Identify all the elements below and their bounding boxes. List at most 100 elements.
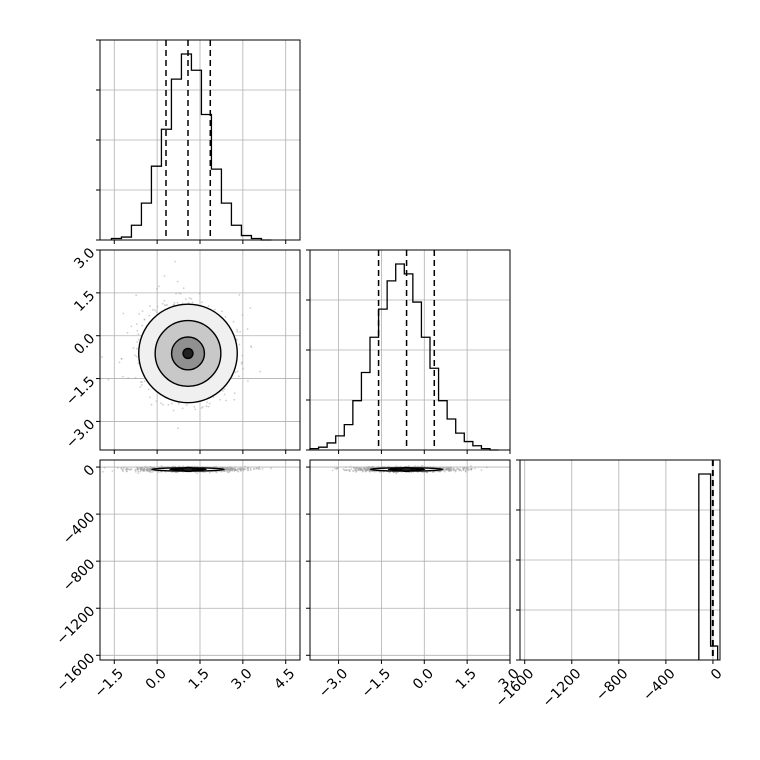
scatter-point [135, 355, 138, 358]
scatter-point [250, 345, 252, 348]
scatter-point [474, 467, 476, 470]
scatter-point [240, 362, 243, 365]
scatter-point [182, 465, 184, 467]
scatter-point [160, 402, 163, 404]
scatter-point [120, 467, 123, 469]
histogram-p3-panel [516, 459, 721, 664]
scatter-point [134, 468, 137, 471]
scatter-point [241, 361, 243, 364]
scatter-point [241, 314, 244, 316]
scatter-point [201, 301, 203, 304]
scatter-point [196, 472, 199, 475]
scatter-point [194, 408, 197, 411]
scatter-point [452, 469, 455, 472]
scatter-point [333, 467, 336, 470]
scatter-point [464, 470, 467, 472]
scatter-point [139, 386, 142, 388]
scatter-point [242, 367, 245, 370]
scatter-point [356, 466, 359, 469]
scatter-point [354, 469, 356, 471]
scatter-point [161, 302, 164, 305]
scatter-point [184, 298, 187, 300]
scatter-point [182, 287, 185, 290]
scatter-point [137, 362, 140, 365]
scatter-point [234, 371, 237, 374]
scatter-point [203, 471, 206, 473]
scatter-p2-p3-panel [306, 459, 511, 664]
scatter-point [139, 468, 142, 471]
x-tick-labels-p3: −1600 −1200 −800 −400 0 [493, 666, 726, 711]
histogram-step-line [698, 473, 719, 660]
scatter-point [101, 356, 103, 358]
scatter-point [448, 468, 451, 471]
scatter-point [207, 305, 210, 307]
scatter-point [452, 467, 455, 470]
scatter-p1-p3-panel [96, 459, 301, 664]
scatter-point [153, 466, 156, 469]
scatter-point [219, 398, 222, 401]
histogram-p1-panel [96, 39, 301, 244]
scatter-point [395, 471, 398, 474]
y-tick-label: 0.0 [71, 331, 98, 358]
scatter-point [221, 310, 223, 313]
scatter-point [238, 294, 241, 296]
scatter-point [190, 297, 193, 300]
scatter-point [353, 467, 355, 470]
scatter-point [141, 467, 144, 470]
scatter-point [368, 467, 371, 470]
x-tick-label: −400 [640, 666, 679, 705]
scatter-point [212, 396, 215, 399]
scatter-point [236, 328, 238, 331]
scatter-point [163, 275, 166, 277]
scatter-point [352, 470, 354, 472]
scatter-point [206, 401, 209, 404]
scatter-point [233, 392, 236, 395]
scatter-point [462, 469, 465, 471]
y-tick-label: −400 [60, 509, 99, 548]
scatter-point [137, 472, 140, 475]
x-tick-label: 0.0 [143, 666, 170, 693]
scatter-point [122, 312, 125, 315]
y-tick-label: −1200 [54, 603, 99, 648]
scatter-point [143, 380, 146, 382]
scatter-point [162, 403, 165, 406]
scatter-point [132, 347, 135, 349]
scatter-point [463, 467, 466, 469]
y-tick-label: −3.0 [63, 416, 98, 451]
scatter-point [408, 465, 410, 467]
histogram-p2-panel [306, 249, 511, 454]
scatter-point [413, 465, 415, 468]
scatter-point [127, 377, 130, 380]
scatter-point [393, 471, 395, 474]
scatter-point [151, 308, 154, 311]
scatter-point [468, 468, 470, 471]
scatter-point [233, 398, 236, 401]
scatter-point [257, 468, 260, 470]
scatter-point [239, 331, 242, 333]
scatter-point [247, 468, 250, 471]
scatter-point [230, 469, 232, 471]
scatter-point [154, 309, 156, 312]
scatter-point [242, 468, 244, 470]
scatter-point [165, 304, 167, 306]
x-tick-label: 1.5 [186, 666, 213, 693]
scatter-point [137, 333, 140, 335]
scatter-point [336, 467, 339, 469]
scatter-point [163, 304, 166, 306]
y-tick-label: 0 [81, 462, 99, 480]
scatter-point [150, 403, 153, 406]
scatter-point [125, 468, 128, 471]
scatter-point [222, 389, 224, 392]
scatter-point [171, 465, 174, 468]
panel-frame [99, 249, 301, 451]
scatter-point [103, 466, 106, 469]
scatter-point [188, 297, 191, 299]
x-tick-label: 4.5 [271, 666, 298, 693]
scatter-point [247, 380, 249, 382]
scatter-point [122, 375, 124, 378]
scatter-point [136, 323, 138, 325]
scatter-point [238, 375, 240, 378]
scatter-point [143, 468, 145, 471]
x-tick-label: 3.0 [229, 666, 256, 693]
